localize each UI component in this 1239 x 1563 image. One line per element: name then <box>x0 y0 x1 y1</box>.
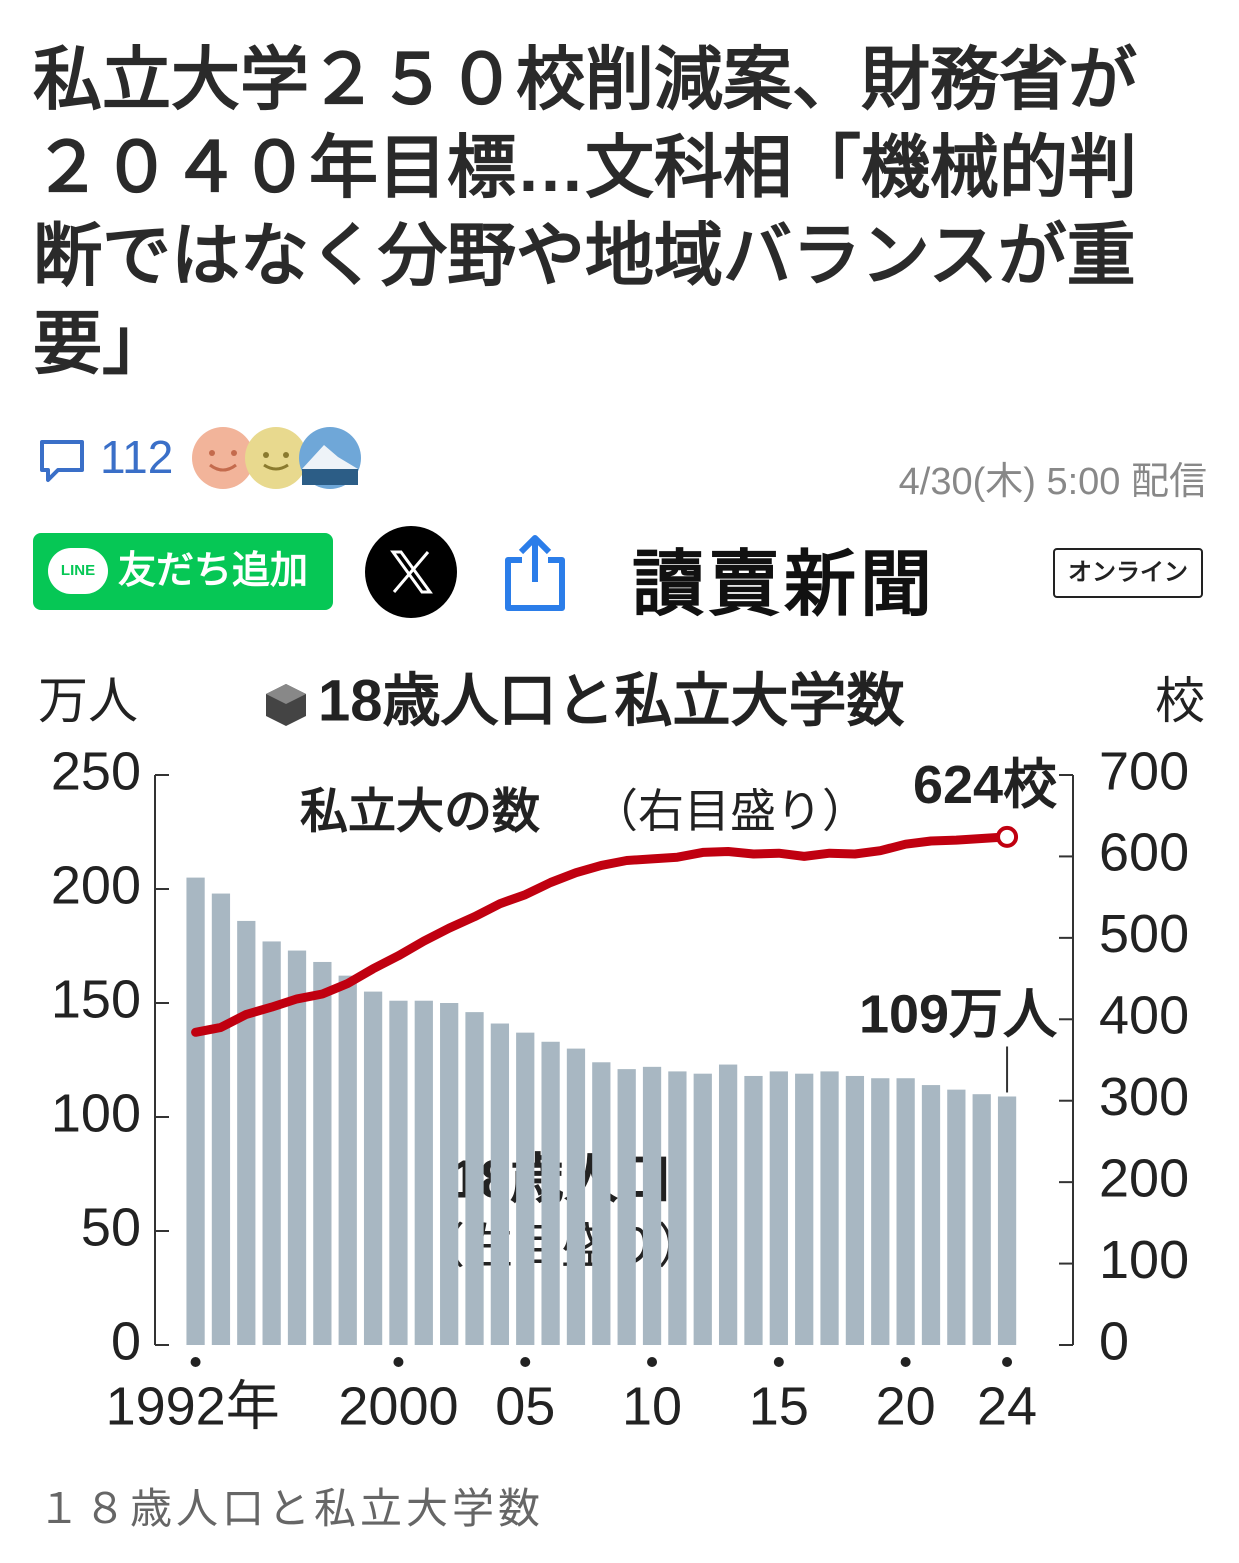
bar <box>795 1073 814 1345</box>
data-label: 624校 <box>913 755 1057 815</box>
comment-count[interactable]: 112 <box>100 431 174 483</box>
y2-tick-label: 500 <box>1099 904 1189 964</box>
bar <box>237 920 256 1345</box>
line <box>191 832 1012 1037</box>
publisher-logo: 讀賣新聞 <box>632 545 937 625</box>
y2-tick-label: 300 <box>1099 1067 1189 1127</box>
bar <box>617 1069 636 1345</box>
y-tick-label: 250 <box>51 741 141 801</box>
y2-axis-label: 校 <box>1155 673 1205 729</box>
y-tick-label: 50 <box>81 1197 141 1257</box>
y2-tick-label: 200 <box>1099 1148 1189 1208</box>
bar <box>896 1078 915 1345</box>
publisher-badge: オンライン <box>1053 548 1203 598</box>
x-tick-label: 05 <box>495 1376 555 1436</box>
y2-tick-label: 400 <box>1099 986 1189 1046</box>
bar <box>718 1064 738 1345</box>
x-tick-label: 10 <box>622 1376 682 1436</box>
reaction-avatars <box>192 427 361 489</box>
x-tick <box>900 1357 911 1367</box>
comment-icon[interactable] <box>38 436 88 486</box>
bar <box>642 1066 662 1345</box>
x-tick-label: 20 <box>876 1376 936 1436</box>
x-tick <box>647 1357 658 1367</box>
y2-tick-label: 600 <box>1099 823 1189 883</box>
bar <box>820 1071 839 1345</box>
bar <box>947 1089 966 1345</box>
share-button[interactable] <box>500 530 570 614</box>
bar <box>997 1096 1017 1345</box>
x-share-button[interactable] <box>364 525 458 619</box>
bar <box>262 941 281 1345</box>
x-tick-label: 2000 <box>338 1376 458 1436</box>
x-tick-label: 24 <box>977 1376 1037 1436</box>
y-tick-label: 200 <box>51 855 141 915</box>
y-tick-label: 0 <box>111 1311 141 1371</box>
bar <box>338 975 357 1345</box>
bar <box>871 1078 890 1345</box>
bar <box>389 1000 408 1345</box>
bar <box>693 1073 712 1345</box>
bar <box>592 1062 611 1345</box>
bar <box>363 991 383 1345</box>
bar <box>490 1023 510 1345</box>
bar <box>566 1048 586 1345</box>
title-icon <box>266 684 306 726</box>
bar <box>186 877 205 1345</box>
bar <box>668 1071 687 1345</box>
bar <box>921 1085 941 1345</box>
y-tick-label: 150 <box>51 969 141 1029</box>
bar <box>845 1075 865 1345</box>
x-tick-label: 15 <box>749 1376 809 1436</box>
y2-tick-label: 700 <box>1099 741 1189 801</box>
article-title: 私立大学２５０校削減案、財務省が２０４０年目標…文科相「機械的判断ではなく分野や… <box>33 41 1137 382</box>
y2-tick-label: 0 <box>1099 1311 1129 1371</box>
bar <box>465 1012 484 1345</box>
x-tick <box>1002 1357 1013 1367</box>
bar <box>541 1041 560 1345</box>
y2-tick-label: 100 <box>1099 1230 1189 1290</box>
end-marker <box>996 825 1019 848</box>
bar <box>287 950 307 1345</box>
chart-title: 18歳人口と私立大学数 <box>318 668 905 733</box>
bar <box>211 893 231 1345</box>
y-axis-label: 万人 <box>38 673 138 729</box>
x-tick-label: 1992年 <box>106 1376 280 1436</box>
bar <box>516 1032 535 1345</box>
line-button-label: 友だち追加 <box>118 550 309 592</box>
legend-name: 私立大の数 <box>300 786 540 839</box>
y-tick-label: 100 <box>51 1083 141 1143</box>
x-tick <box>190 1357 201 1367</box>
bar <box>769 1071 788 1345</box>
publish-date: 4/30(木) 5:00 配信 <box>898 461 1207 503</box>
data-label: 109万人 <box>859 985 1058 1045</box>
legend-note: （左目盛り） <box>417 1221 705 1274</box>
legend-note: （右目盛り） <box>592 785 868 837</box>
x-tick <box>520 1357 531 1367</box>
bar <box>744 1075 763 1345</box>
bar <box>313 961 332 1345</box>
bar <box>414 1000 433 1345</box>
image-caption: １８歳人口と私立大学数 <box>38 1485 545 1532</box>
line-logo: LINE <box>48 548 108 594</box>
bar <box>440 1003 459 1345</box>
x-tick <box>393 1357 404 1367</box>
bar <box>972 1094 991 1345</box>
x-tick <box>773 1357 784 1367</box>
